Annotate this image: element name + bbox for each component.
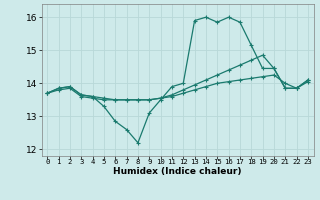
X-axis label: Humidex (Indice chaleur): Humidex (Indice chaleur) [113, 167, 242, 176]
